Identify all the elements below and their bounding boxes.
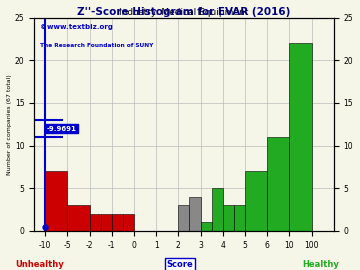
- Text: ©www.textbiz.org: ©www.textbiz.org: [40, 24, 113, 30]
- Bar: [112, 214, 123, 231]
- Text: The Research Foundation of SUNY: The Research Foundation of SUNY: [40, 43, 153, 48]
- Bar: [178, 205, 189, 231]
- Bar: [90, 214, 101, 231]
- Bar: [289, 43, 311, 231]
- Text: Healthy: Healthy: [302, 260, 339, 269]
- Text: Score: Score: [167, 260, 193, 269]
- Bar: [223, 205, 234, 231]
- Bar: [101, 214, 112, 231]
- Bar: [267, 137, 289, 231]
- Bar: [123, 214, 134, 231]
- Bar: [189, 197, 201, 231]
- Title: Z''-Score Histogram for EVAR (2016): Z''-Score Histogram for EVAR (2016): [77, 7, 291, 17]
- Bar: [245, 171, 267, 231]
- Bar: [212, 188, 223, 231]
- Bar: [45, 171, 67, 231]
- Text: -9.9691: -9.9691: [46, 126, 76, 131]
- Y-axis label: Number of companies (67 total): Number of companies (67 total): [7, 74, 12, 175]
- Bar: [234, 205, 245, 231]
- Text: Unhealthy: Unhealthy: [15, 260, 64, 269]
- Text: Industry: Medical Equipment: Industry: Medical Equipment: [119, 8, 248, 17]
- Bar: [201, 222, 212, 231]
- Bar: [67, 205, 90, 231]
